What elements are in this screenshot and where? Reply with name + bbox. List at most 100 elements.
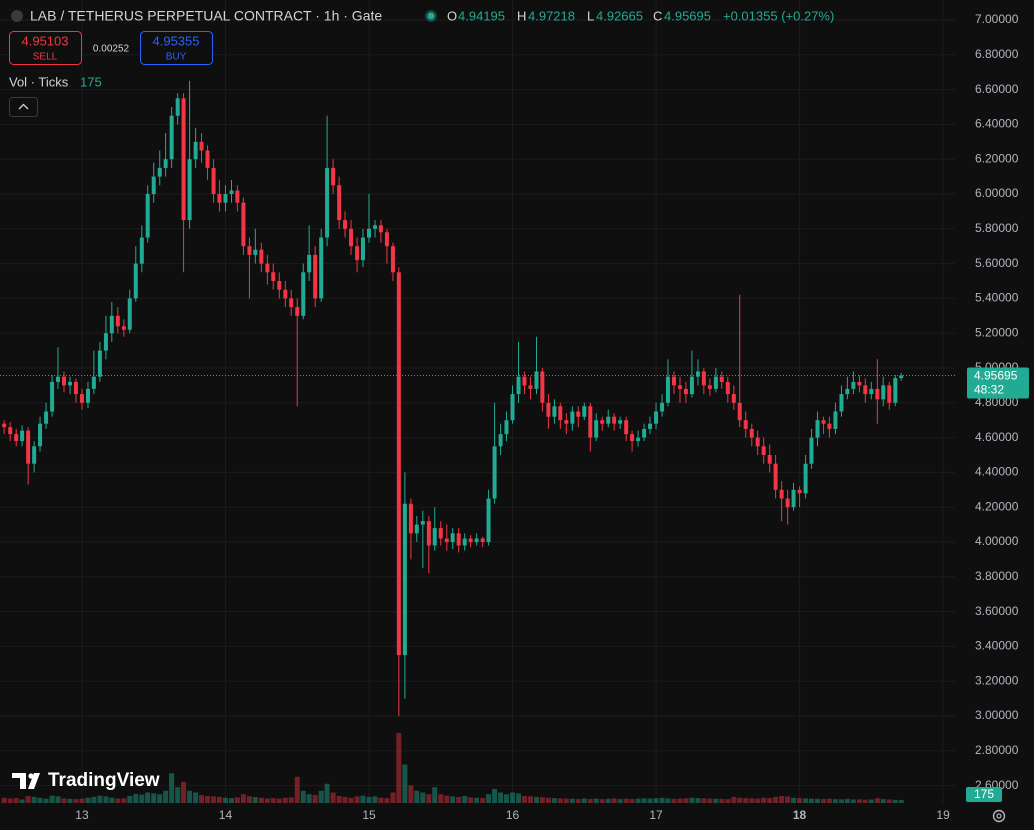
candle-body: [546, 402, 551, 417]
candle-body: [109, 315, 114, 334]
candle-body: [337, 185, 342, 221]
legend-low: 4.92665: [596, 8, 643, 23]
settings-button[interactable]: [992, 809, 1006, 823]
volume-last: 175: [80, 74, 102, 89]
sell-box[interactable]: [9, 31, 82, 65]
candle-body: [737, 402, 742, 421]
candle-body: [301, 272, 306, 316]
candle-layer: [2, 80, 904, 717]
candle-body: [169, 115, 174, 160]
volume-bar: [216, 796, 222, 803]
candle-body: [725, 381, 730, 395]
candle-body: [564, 420, 569, 424]
candle-body: [205, 150, 210, 168]
watermark-text: TradingView: [48, 770, 160, 791]
settings-icon[interactable]: [992, 809, 1006, 823]
sell-label[interactable]: SELL: [33, 52, 58, 63]
candle-body: [271, 272, 276, 282]
candle-body: [384, 232, 389, 247]
candle-body: [103, 333, 108, 351]
volume-bar: [575, 799, 581, 803]
buy-button[interactable]: 4.95355 BUY: [140, 31, 213, 65]
volume-bar: [545, 797, 551, 803]
volume-bar: [725, 799, 731, 803]
volume-bar: [420, 792, 426, 803]
candle-body: [881, 385, 886, 400]
candle-body: [504, 420, 509, 435]
candle-body: [731, 394, 736, 403]
y-tick-label: 5.80000: [975, 221, 1019, 235]
candle-body: [235, 190, 240, 203]
collapse-button[interactable]: [9, 97, 38, 117]
buy-label[interactable]: BUY: [166, 52, 187, 63]
volume-bar: [37, 797, 43, 803]
candle-body: [14, 434, 19, 442]
chart-title[interactable]: LAB / TETHERUS PERPETUAL CONTRACT · 1h ·…: [30, 8, 382, 24]
candle-body: [689, 376, 694, 395]
y-tick-label: 4.20000: [975, 499, 1019, 513]
watermark-logo-dot: [28, 773, 34, 779]
sell-price[interactable]: 4.95103: [22, 33, 69, 48]
candle-body: [313, 254, 318, 299]
buy-box[interactable]: [140, 31, 213, 65]
candle-body: [181, 98, 186, 221]
candle-body: [791, 489, 796, 508]
candle-body: [594, 420, 599, 438]
volume-bar: [617, 799, 623, 803]
candle-body: [62, 376, 67, 386]
candle-body: [44, 411, 49, 424]
x-tick-label: 17: [649, 808, 663, 822]
candle-body: [462, 538, 467, 546]
candle-body: [295, 307, 300, 316]
candle-body: [755, 437, 760, 447]
volume-bar: [492, 789, 498, 803]
candle-body: [486, 498, 491, 543]
candle-body: [343, 220, 348, 229]
volume-bar: [593, 798, 599, 803]
candle-body: [528, 385, 533, 389]
buy-price[interactable]: 4.95355: [153, 33, 200, 48]
volume-bar: [832, 799, 838, 803]
volume-bar: [252, 797, 258, 803]
candle-body: [582, 406, 587, 417]
candle-body: [671, 376, 676, 386]
candle-body: [510, 394, 515, 421]
grid: [0, 0, 955, 803]
volume-bar: [635, 798, 641, 803]
volume-title[interactable]: Vol · Ticks: [9, 74, 69, 89]
y-tick-label: 5.20000: [975, 325, 1019, 339]
candle-body: [630, 434, 635, 442]
candle-body: [815, 420, 820, 438]
last-price-label: 4.95695: [974, 369, 1018, 383]
volume-bar: [240, 794, 246, 803]
volume-bar: [187, 790, 193, 803]
volume-bar: [779, 796, 785, 803]
candle-body: [606, 416, 611, 424]
volume-bar: [886, 799, 892, 803]
candle-body: [331, 167, 336, 186]
volume-bar: [563, 798, 569, 803]
candle-body: [492, 446, 497, 499]
volume-bar: [462, 796, 468, 803]
candle-body: [558, 406, 563, 421]
volume-bar: [139, 794, 145, 803]
sell-button[interactable]: 4.95103 SELL: [9, 31, 82, 65]
volume-bar: [743, 798, 749, 803]
candle-body: [199, 141, 204, 151]
volume-bar: [43, 798, 49, 803]
candle-body: [719, 376, 724, 382]
x-tick-label: 18: [793, 808, 807, 822]
volume-bar: [803, 798, 809, 803]
candle-body: [91, 376, 96, 389]
volume-bar: [25, 796, 31, 803]
candle-body: [624, 420, 629, 435]
candle-body: [79, 394, 84, 403]
volume-bar: [342, 796, 348, 803]
y-tick-label: 7.00000: [975, 12, 1019, 26]
collapse-box[interactable]: [9, 97, 38, 117]
candle-body: [827, 423, 832, 429]
x-tick-label: 13: [75, 808, 89, 822]
candle-body: [259, 249, 264, 264]
volume-bar: [318, 790, 324, 803]
volume-bar: [880, 799, 886, 803]
